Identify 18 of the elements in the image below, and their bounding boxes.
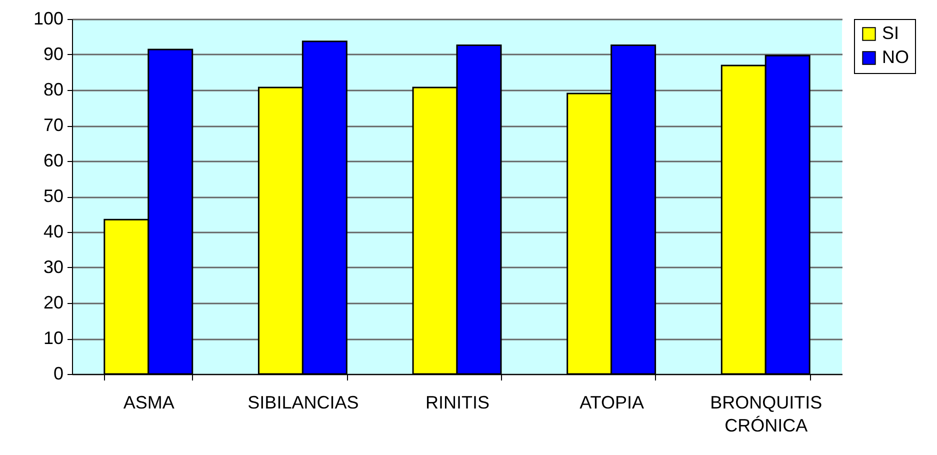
y-tick-label: 10	[43, 328, 64, 348]
x-tick-label: BRONQUITIS CRÓNICA	[710, 392, 822, 436]
legend-label: NO	[882, 47, 909, 67]
x-tick-label: RINITIS	[425, 392, 490, 412]
y-tick-label: 40	[43, 222, 64, 242]
x-tick-label: ATOPIA	[580, 392, 644, 412]
legend-label: SI	[882, 23, 900, 43]
y-tick-label: 80	[43, 80, 64, 100]
y-tick-label: 90	[43, 44, 64, 64]
x-tick-label: SIBILANCIAS	[248, 392, 359, 412]
y-tick-label: 30	[43, 257, 64, 277]
y-tick-label: 100	[33, 8, 64, 28]
y-tick-label: 70	[43, 115, 64, 135]
y-tick-label: 0	[53, 364, 64, 384]
y-tick-label: 50	[43, 186, 64, 206]
x-tick-label: ASMA	[123, 392, 174, 412]
y-tick-label: 20	[43, 292, 64, 312]
y-tick-label: 60	[43, 150, 64, 170]
